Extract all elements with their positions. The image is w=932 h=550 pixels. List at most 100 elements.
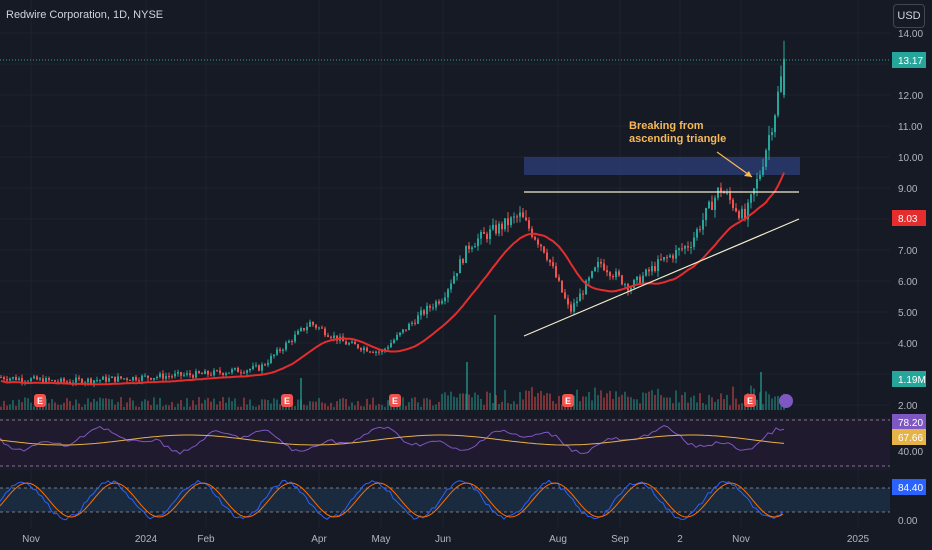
candle-body [735, 207, 737, 212]
volume-bar [120, 397, 122, 410]
time-tick-label: Nov [732, 534, 750, 545]
volume-bar [225, 402, 227, 410]
time-tick-label: Jun [435, 534, 451, 545]
candle-body [330, 336, 332, 338]
candle-body [231, 369, 233, 373]
candle-body [207, 370, 209, 375]
candle-body [597, 261, 599, 268]
candle-body [111, 376, 113, 379]
currency-button[interactable]: USD [893, 4, 925, 28]
annotation-arrow [716, 151, 753, 178]
candle-body [615, 271, 617, 278]
volume-bar [252, 405, 254, 410]
candle-body [90, 378, 92, 384]
volume-bar [57, 404, 59, 410]
volume-spike [300, 378, 302, 410]
candle-body [756, 178, 758, 189]
price-tick-label: 5.00 [898, 308, 918, 319]
volume-bar [366, 398, 368, 410]
volume-bar [363, 406, 365, 410]
candle-body [729, 192, 731, 200]
candle-body [165, 376, 167, 379]
candle-body [774, 115, 776, 133]
volume-bar [591, 400, 593, 410]
price-tick-label: 12.00 [898, 91, 923, 102]
candle-body [273, 354, 275, 356]
volume-bar [381, 404, 383, 410]
volume-bar [333, 406, 335, 410]
volume-bar [312, 401, 314, 410]
candle-body [486, 233, 488, 240]
candle-body [102, 376, 104, 380]
volume-bar [69, 400, 71, 410]
candle-body [264, 364, 266, 366]
volume-bar [453, 396, 455, 410]
volume-bar [666, 397, 668, 410]
volume-bar [639, 403, 641, 410]
earnings-marker-label: E [392, 396, 398, 406]
candle-body [177, 372, 179, 374]
ascending-trendline [523, 218, 800, 337]
stoch-tick-label: 0.00 [898, 516, 918, 527]
candle-body [120, 376, 122, 379]
volume-bar [510, 403, 512, 410]
candle-body [237, 367, 239, 373]
volume-bar [669, 397, 671, 410]
volume-bar [375, 405, 377, 410]
candle-body [540, 244, 542, 247]
volume-bar [444, 392, 446, 410]
volume-bar [654, 394, 656, 410]
candle-body [225, 373, 227, 375]
volume-bar [48, 403, 50, 410]
volume-bar [432, 405, 434, 410]
volume-bar [612, 399, 614, 410]
volume-bar [546, 393, 548, 410]
volume-bar [519, 392, 521, 410]
volume-bar [636, 399, 638, 410]
volume-bar [582, 396, 584, 410]
volume-bar [330, 402, 332, 410]
candle-body [753, 188, 755, 195]
volume-tag: 1.19M [898, 375, 926, 386]
volume-bar [54, 402, 56, 410]
candle-body [450, 283, 452, 290]
volume-bar [174, 406, 176, 410]
candle-body [522, 212, 524, 218]
volume-bar [279, 404, 281, 410]
volume-bar [729, 405, 731, 410]
candle-body [180, 372, 182, 376]
candle-body [591, 271, 593, 278]
candle-body [441, 301, 443, 304]
candle-body [741, 208, 743, 219]
candle-body [126, 378, 128, 380]
candle-body [459, 259, 461, 274]
candle-body [474, 246, 476, 248]
earnings-marker-label: E [37, 396, 43, 406]
volume-bar [732, 386, 734, 410]
candle-body [669, 255, 671, 258]
earnings-marker-label: E [565, 396, 571, 406]
candle-body [570, 304, 572, 312]
candle-body [684, 246, 686, 249]
candle-body [519, 212, 521, 217]
volume-bar [423, 398, 425, 410]
candle-body [393, 339, 395, 344]
volume-bar [651, 390, 653, 410]
ma-value-tag: 8.03 [898, 214, 918, 225]
candle-body [27, 381, 29, 383]
volume-bar [426, 397, 428, 410]
price-tick-label: 10.00 [898, 153, 923, 164]
candle-body [762, 166, 764, 175]
volume-bar [210, 401, 212, 410]
candle-body [366, 347, 368, 352]
volume-bar [228, 397, 230, 410]
volume-bar [189, 406, 191, 410]
volume-bar [75, 399, 77, 410]
candle-body [156, 376, 158, 379]
volume-bar [387, 400, 389, 410]
volume-bar [456, 397, 458, 410]
candle-body [162, 373, 164, 379]
candle-body [261, 364, 263, 371]
candle-body [663, 257, 665, 260]
